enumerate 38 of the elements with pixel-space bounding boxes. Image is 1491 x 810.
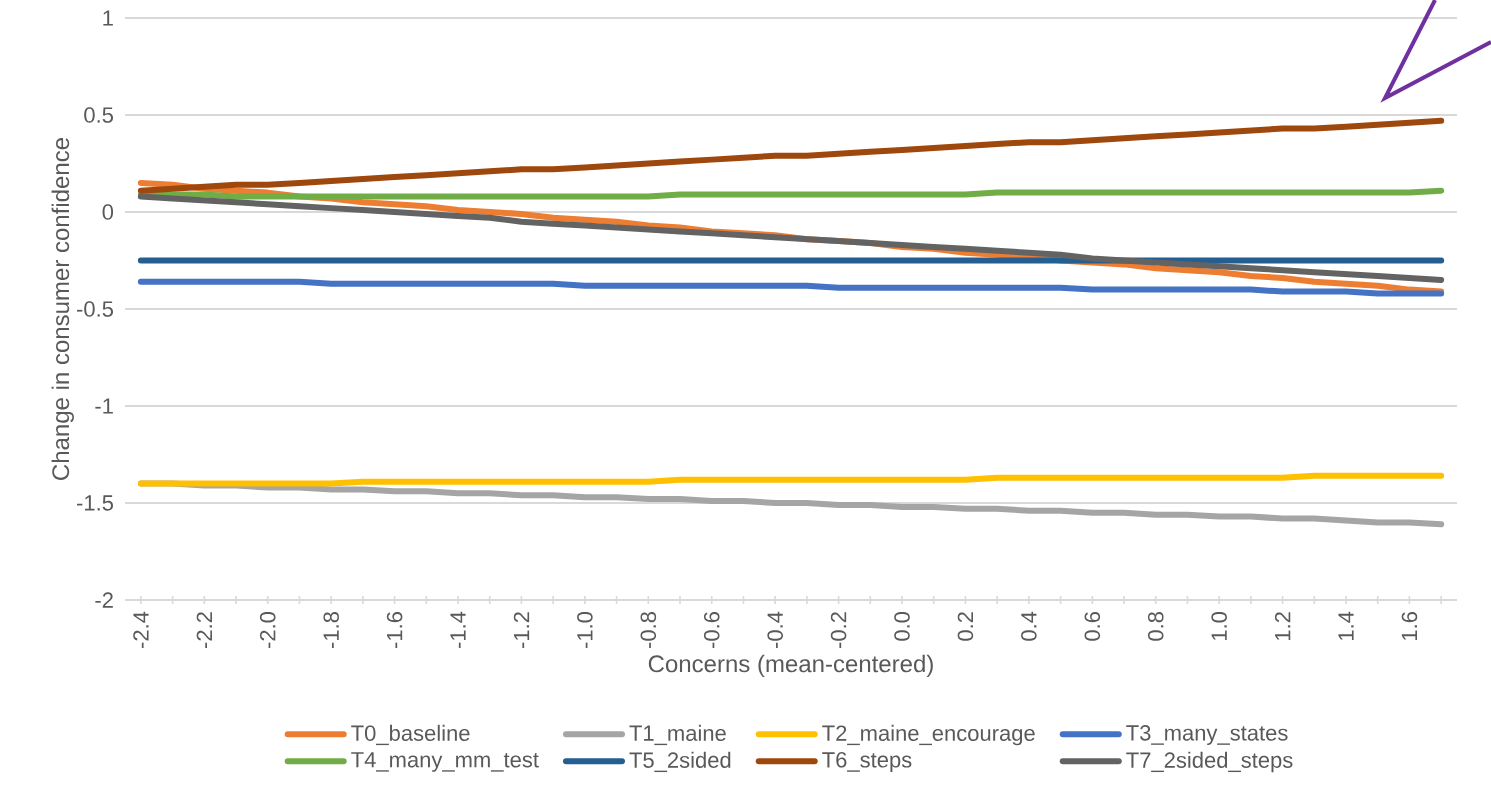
x-tick-label: -2.0 [259, 611, 276, 648]
legend-label: T4_many_mm_test [351, 752, 539, 772]
x-tick-label: 0.0 [894, 611, 910, 641]
legend-label: T1_maine [629, 724, 726, 746]
x-tick-label: -0.8 [640, 612, 657, 648]
y-tick-label: -0.5 [77, 301, 113, 317]
legend-label: T2_maine_encourage [822, 724, 1035, 746]
y-tick-label: -1 [95, 398, 113, 414]
x-tick-label: 1.0 [1211, 611, 1227, 640]
x-tick-label: -1.2 [513, 612, 530, 648]
x-tick-label: -2.2 [196, 612, 212, 648]
x-tick-label: 0.4 [1021, 611, 1037, 641]
x-tick-label: -1.4 [450, 611, 466, 648]
x-tick-label: -2.4 [133, 611, 149, 648]
x-tick-label: 0.2 [957, 612, 974, 641]
y-tick-label: -2 [95, 592, 113, 608]
x-tick-label: 1.4 [1338, 611, 1354, 640]
x-tick-label: -0.4 [767, 611, 783, 648]
y-tick-label: 1 [103, 10, 113, 26]
y-tick-label: -1.5 [77, 495, 113, 511]
y-tick-label: 0 [102, 204, 114, 220]
x-tick-label: -1.0 [577, 611, 593, 648]
legend-label: T0_baseline [351, 724, 470, 746]
y-tick-label: 0.5 [84, 107, 113, 123]
y-axis-title: Change in consumer confidence [51, 138, 74, 480]
x-tick-label: -1.8 [323, 612, 339, 648]
x-axis-title: Concerns (mean-centered) [648, 654, 933, 678]
legend-label: T3_many_states [1126, 725, 1288, 745]
legend-label: T7_2sided_steps [1126, 751, 1293, 773]
legend-label: T5_2sided [629, 751, 731, 773]
x-tick-label: 1.6 [1401, 612, 1418, 640]
legend-label: T6_steps [822, 752, 912, 772]
x-tick-label: 0.6 [1084, 612, 1101, 641]
x-tick-label: 1.2 [1274, 612, 1291, 640]
x-tick-label: -1.6 [386, 612, 403, 648]
x-tick-label: 0.8 [1147, 612, 1164, 641]
x-tick-label: -0.2 [830, 612, 847, 648]
x-tick-label: -0.6 [703, 612, 720, 648]
